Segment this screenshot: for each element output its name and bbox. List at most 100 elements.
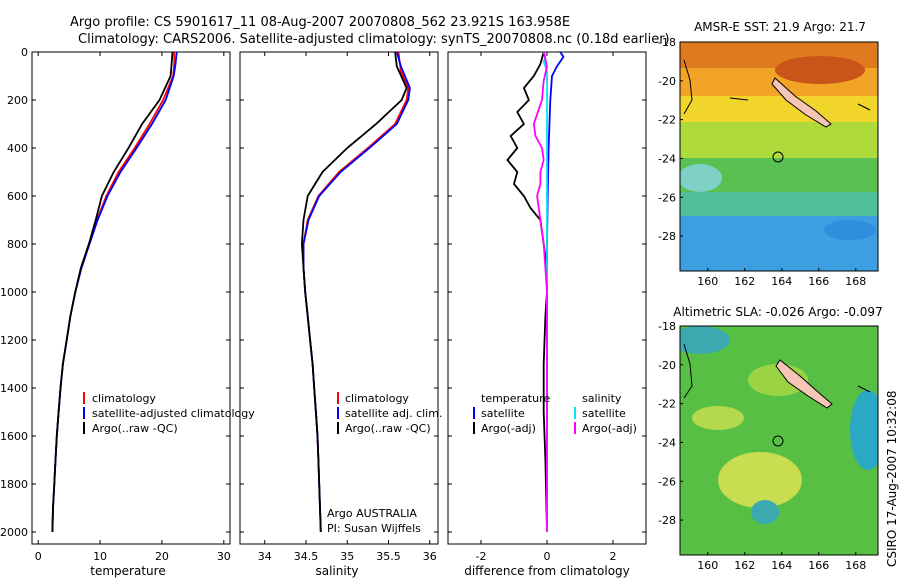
legend-label-temp-argo: Argo(-adj) bbox=[481, 422, 536, 435]
legend-label-temp-satellite: satellite bbox=[481, 407, 525, 420]
new-caledonia-land bbox=[771, 77, 832, 128]
legend-label-argo: Argo(..raw -QC) bbox=[92, 422, 178, 435]
map-y-tick-label: -18 bbox=[658, 320, 676, 333]
legend-label-argo: Argo(..raw -QC) bbox=[345, 422, 431, 435]
map-x-tick-label: 164 bbox=[771, 559, 792, 572]
sst-map-panel: AMSR-E SST: 21.9 Argo: 21.7 160 162 164 166… bbox=[658, 20, 879, 288]
figure-title-line2: Climatology: CARS2006. Satellite-adjuste… bbox=[78, 32, 670, 47]
x-tick-label: 35 bbox=[340, 550, 354, 563]
y-tick-label: 1400 bbox=[0, 382, 28, 395]
y-tick-label: 1200 bbox=[0, 334, 28, 347]
series-line bbox=[506, 51, 548, 533]
salinity-lines bbox=[300, 51, 411, 533]
series-line bbox=[51, 51, 178, 533]
sla-coast-contours bbox=[683, 343, 871, 399]
sla-map-title: Altimetric SLA: -0.026 Argo: -0.097 bbox=[673, 305, 882, 319]
temperature-legend: climatology satellite-adjusted climatolo… bbox=[83, 392, 255, 435]
temperature-axes-box bbox=[31, 51, 231, 545]
sst-warm-patch bbox=[775, 56, 865, 84]
series-line bbox=[51, 51, 174, 533]
salinity-profile-panel: 34 34.5 35 35.5 36 salinity climatology sate… bbox=[239, 51, 442, 578]
map-y-tick-label: -26 bbox=[658, 191, 676, 204]
y-tick-label: 600 bbox=[7, 190, 28, 203]
salinity-ticks: 34 34.5 35 35.5 36 bbox=[240, 51, 438, 563]
sst-map-title: AMSR-E SST: 21.9 Argo: 21.7 bbox=[694, 20, 866, 34]
sst-cool-patch-south bbox=[824, 220, 876, 240]
y-tick-label: 0 bbox=[21, 46, 28, 59]
y-tick-label: 800 bbox=[7, 238, 28, 251]
series-line bbox=[546, 51, 565, 532]
sla-background bbox=[680, 326, 878, 555]
new-caledonia-land bbox=[775, 359, 833, 409]
sla-high-patch-south bbox=[718, 452, 802, 508]
sst-map-ticks: 160 162 164 166 168 -18 -20 -22 -24 -26 -28 bbox=[658, 36, 866, 288]
map-y-tick-label: -22 bbox=[658, 398, 676, 411]
credit-timestamp: CSIRO 17-Aug-2007 10:32:08 bbox=[885, 391, 899, 567]
difference-lines bbox=[506, 51, 565, 533]
sst-band-yellowgreen bbox=[680, 118, 878, 158]
y-tick-label: 400 bbox=[7, 142, 28, 155]
salinity-xlabel: salinity bbox=[315, 564, 358, 578]
figure-title-line1: Argo profile: CS 5901617_11 08-Aug-2007 … bbox=[70, 15, 570, 30]
legend-label-climatology: climatology bbox=[92, 392, 156, 405]
x-tick-label: 30 bbox=[217, 550, 231, 563]
map-y-tick-label: -28 bbox=[658, 514, 676, 527]
x-tick-label: 0 bbox=[544, 550, 551, 563]
legend-label-climatology: climatology bbox=[345, 392, 409, 405]
y-tick-label: 1600 bbox=[0, 430, 28, 443]
sla-low-patch-nw bbox=[680, 326, 730, 354]
map-y-tick-label: -28 bbox=[658, 230, 676, 243]
x-tick-label: 2 bbox=[610, 550, 617, 563]
map-y-tick-label: -20 bbox=[658, 359, 676, 372]
map-x-tick-label: 168 bbox=[845, 559, 866, 572]
map-x-tick-label: 160 bbox=[697, 559, 718, 572]
x-tick-label: 34 bbox=[258, 550, 272, 563]
temperature-xlabel: temperature bbox=[90, 564, 165, 578]
map-x-tick-label: 166 bbox=[808, 559, 829, 572]
y-tick-label: 200 bbox=[7, 94, 28, 107]
map-y-tick-label: -24 bbox=[658, 152, 676, 165]
map-x-tick-label: 162 bbox=[734, 559, 755, 572]
difference-xlabel: difference from climatology bbox=[464, 564, 630, 578]
sla-map-panel: Altimetric SLA: -0.026 Argo: -0.097 160 1… bbox=[658, 305, 883, 572]
map-y-tick-label: -24 bbox=[658, 436, 676, 449]
sst-heatmap bbox=[680, 42, 878, 271]
y-tick-label: 1000 bbox=[0, 286, 28, 299]
x-tick-label: 35.5 bbox=[376, 550, 401, 563]
sst-cool-patch-west bbox=[680, 164, 722, 192]
legend-label-sal-satellite: satellite bbox=[582, 407, 626, 420]
legend-label-sal-argo: Argo(-adj) bbox=[582, 422, 637, 435]
y-tick-label: 1800 bbox=[0, 478, 28, 491]
y-tick-label: 2000 bbox=[0, 526, 28, 539]
float-pi-annotation: PI: Susan Wijffels bbox=[327, 522, 421, 535]
map-y-tick-label: -20 bbox=[658, 75, 676, 88]
series-line bbox=[51, 52, 176, 533]
series-line bbox=[532, 51, 548, 532]
sla-map-ticks: 160 162 164 166 168 -18 -20 -22 -24 -26 -28 bbox=[658, 320, 866, 572]
legend-label-satellite-adjusted: satellite-adjusted climatology bbox=[92, 407, 255, 420]
sla-heatmap bbox=[680, 326, 878, 555]
map-x-tick-label: 164 bbox=[771, 275, 792, 288]
x-tick-label: 0 bbox=[35, 550, 42, 563]
series-line bbox=[300, 51, 408, 533]
x-tick-label: -2 bbox=[476, 550, 487, 563]
legend-header-salinity: salinity bbox=[582, 392, 622, 405]
float-owner-annotation: Argo AUSTRALIA bbox=[327, 507, 417, 520]
sla-map-frame bbox=[679, 325, 879, 556]
map-x-tick-label: 168 bbox=[845, 275, 866, 288]
x-tick-label: 20 bbox=[155, 550, 169, 563]
legend-label-satellite-adj: satellite adj. clim. bbox=[345, 407, 442, 420]
sla-low-patch-east bbox=[850, 390, 878, 470]
temperature-lines bbox=[51, 51, 178, 533]
legend-header-temperature: temperature bbox=[481, 392, 550, 405]
difference-legend: temperature satellite Argo(-adj) salinit… bbox=[473, 392, 637, 435]
x-tick-label: 36 bbox=[423, 550, 437, 563]
salinity-legend: climatology satellite adj. clim. Argo(..… bbox=[337, 392, 442, 435]
map-y-tick-label: -22 bbox=[658, 114, 676, 127]
salinity-axes-box bbox=[239, 51, 439, 545]
sst-coast-contours bbox=[683, 59, 871, 115]
map-x-tick-label: 162 bbox=[734, 275, 755, 288]
map-x-tick-label: 160 bbox=[697, 275, 718, 288]
map-x-tick-label: 166 bbox=[808, 275, 829, 288]
